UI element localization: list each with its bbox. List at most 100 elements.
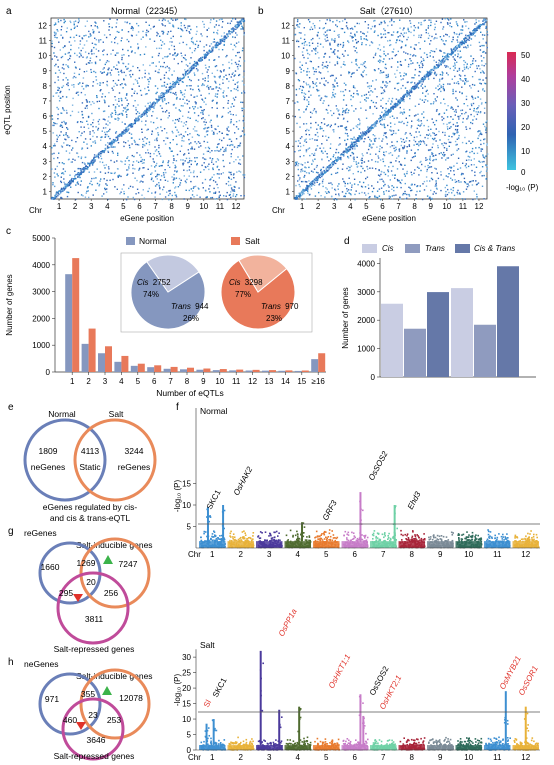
eqtl-dot bbox=[463, 103, 465, 105]
eqtl-dot bbox=[431, 69, 433, 72]
eqtl-dot bbox=[223, 70, 225, 72]
eqtl-dot bbox=[66, 195, 69, 198]
eqtl-dot bbox=[163, 18, 165, 21]
eqtl-dot bbox=[132, 27, 134, 29]
eqtl-dot bbox=[418, 174, 420, 176]
eqtl-dot bbox=[430, 128, 432, 130]
eqtl-dot bbox=[426, 89, 428, 92]
eqtl-dot bbox=[400, 164, 402, 166]
eqtl-dot bbox=[169, 166, 171, 168]
eqtl-dot bbox=[344, 195, 346, 198]
eqtl-dot bbox=[389, 80, 391, 83]
eqtl-dot bbox=[353, 178, 356, 180]
eqtl-dot bbox=[165, 89, 168, 92]
eqtl-dot bbox=[428, 34, 431, 37]
eqtl-dot bbox=[114, 186, 116, 188]
eqtl-dot bbox=[146, 111, 148, 114]
eqtl-dot bbox=[106, 84, 109, 87]
eqtl-dot bbox=[474, 174, 476, 177]
eqtl-dot bbox=[341, 154, 344, 156]
eqtl-dot bbox=[188, 78, 191, 81]
eqtl-dot bbox=[299, 177, 301, 179]
eqtl-dot bbox=[323, 100, 325, 102]
eqtl-dot bbox=[478, 25, 481, 27]
eqtl-dot bbox=[182, 30, 184, 32]
eqtl-dot bbox=[111, 150, 114, 153]
eqtl-dot bbox=[471, 150, 473, 153]
eqtl-dot bbox=[54, 72, 57, 74]
eqtl-dot bbox=[371, 159, 373, 161]
eqtl-dot bbox=[240, 195, 242, 197]
eqtl-dot bbox=[378, 150, 381, 153]
eqtl-dot bbox=[438, 80, 441, 82]
eqtl-dot bbox=[183, 75, 186, 78]
eqtl-dot bbox=[457, 55, 459, 58]
eqtl-dot bbox=[381, 178, 383, 180]
eqtl-dot bbox=[77, 173, 80, 175]
eqtl-dot bbox=[478, 24, 481, 26]
eqtl-dot bbox=[136, 188, 139, 190]
eqtl-dot bbox=[433, 138, 435, 141]
eqtl-dot bbox=[383, 113, 385, 115]
eqtl-dot bbox=[400, 79, 402, 81]
eqtl-dot bbox=[91, 164, 94, 166]
eqtl-dot bbox=[193, 60, 196, 63]
eqtl-dot bbox=[385, 111, 388, 113]
eqtl-dot bbox=[361, 191, 363, 194]
eqtl-dot bbox=[305, 130, 307, 132]
eqtl-dot bbox=[178, 83, 180, 85]
eqtl-dot bbox=[399, 35, 401, 37]
eqtl-dot bbox=[160, 44, 163, 46]
eqtl-dot bbox=[428, 19, 430, 21]
eqtl-dot bbox=[383, 181, 385, 183]
eqtl-dot bbox=[54, 197, 56, 200]
eqtl-dot bbox=[183, 169, 185, 171]
eqtl-dot bbox=[73, 36, 75, 39]
eqtl-dot bbox=[102, 118, 105, 120]
eqtl-dot bbox=[65, 132, 67, 134]
eqtl-dot bbox=[471, 76, 474, 78]
eqtl-dot bbox=[361, 138, 363, 140]
eqtl-dot bbox=[412, 86, 414, 88]
eqtl-dot bbox=[76, 182, 78, 184]
eqtl-dot bbox=[131, 50, 133, 52]
eqtl-dot bbox=[225, 74, 227, 76]
eqtl-dot bbox=[143, 144, 145, 146]
eqtl-dot bbox=[437, 64, 440, 66]
eqtl-dot bbox=[67, 65, 69, 67]
eqtl-dot bbox=[383, 89, 385, 91]
eqtl-dot bbox=[441, 116, 443, 118]
eqtl-dot bbox=[356, 22, 358, 25]
eqtl-dot bbox=[320, 168, 322, 171]
eqtl-dot bbox=[190, 171, 192, 174]
eqtl-dot bbox=[214, 46, 217, 49]
eqtl-dot bbox=[332, 21, 334, 23]
eqtl-dot bbox=[414, 82, 416, 84]
eqtl-dot bbox=[462, 80, 464, 82]
eqtl-dot bbox=[190, 188, 192, 190]
eqtl-dot bbox=[400, 111, 402, 113]
eqtl-dot bbox=[79, 68, 81, 70]
eqtl-dot bbox=[153, 107, 155, 109]
eqtl-dot bbox=[374, 88, 376, 90]
eqtl-dot bbox=[382, 160, 385, 163]
eqtl-dot bbox=[80, 53, 82, 55]
eqtl-dot bbox=[354, 141, 356, 143]
eqtl-dot bbox=[104, 95, 106, 98]
eqtl-dot bbox=[360, 31, 362, 33]
eqtl-dot bbox=[175, 94, 177, 96]
eqtl-dot bbox=[305, 189, 307, 191]
eqtl-dot bbox=[450, 106, 453, 108]
eqtl-dot bbox=[133, 139, 136, 142]
eqtl-dot bbox=[69, 55, 72, 57]
eqtl-dot bbox=[355, 39, 357, 41]
eqtl-dot bbox=[215, 42, 218, 44]
eqtl-dot bbox=[55, 33, 57, 36]
eqtl-dot bbox=[94, 142, 97, 144]
eqtl-dot bbox=[315, 166, 318, 168]
eqtl-dot bbox=[216, 116, 218, 118]
eqtl-dot bbox=[81, 85, 83, 88]
eqtl-dot bbox=[57, 136, 59, 138]
eqtl-dot bbox=[387, 53, 389, 55]
eqtl-dot bbox=[442, 55, 444, 58]
